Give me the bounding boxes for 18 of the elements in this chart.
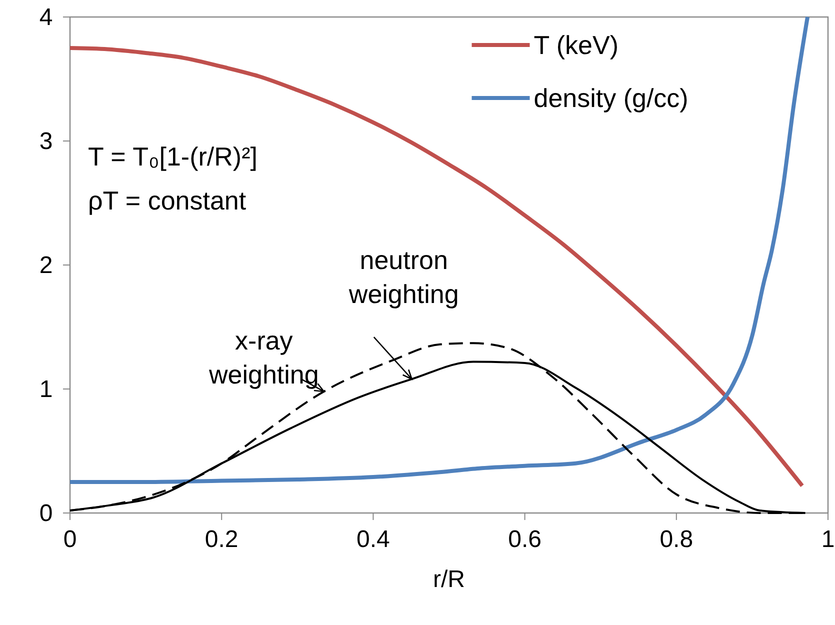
x-tick-label: 0.6 <box>508 526 542 553</box>
y-tick-label: 1 <box>39 376 53 403</box>
annotation: x-ray weighting <box>208 325 319 390</box>
y-tick-label: 0 <box>39 500 53 527</box>
annotation: ρT = constant <box>88 185 247 216</box>
annotation: neutron weighting <box>348 245 459 310</box>
x-tick-label: 0.2 <box>204 526 238 553</box>
x-tick-label: 1 <box>821 526 835 553</box>
x-tick-label: 0 <box>63 526 77 553</box>
x-axis-title: r/R <box>433 566 465 593</box>
legend-label: density (g/cc) <box>534 83 688 113</box>
x-tick-label: 0.4 <box>356 526 390 553</box>
y-tick-label: 3 <box>39 128 53 155</box>
y-tick-label: 4 <box>39 4 53 31</box>
annotation: T = T₀[1-(r/R)²] <box>88 141 258 172</box>
x-tick-label: 0.8 <box>660 526 694 553</box>
y-tick-label: 2 <box>39 252 53 279</box>
legend-label: T (keV) <box>534 30 619 60</box>
